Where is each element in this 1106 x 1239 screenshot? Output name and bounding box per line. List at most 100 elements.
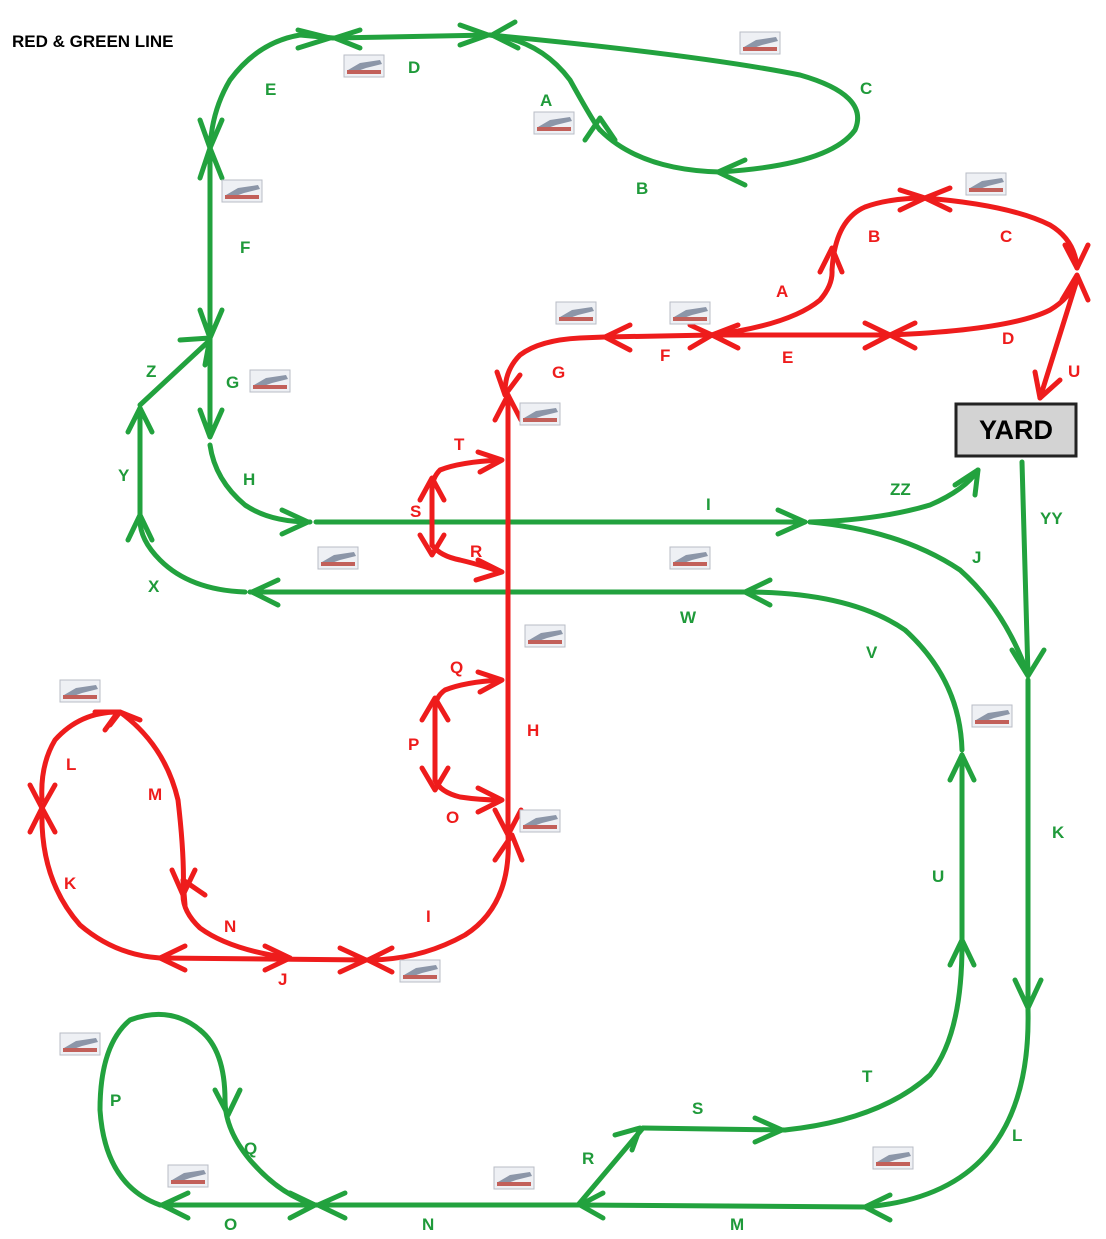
red-label-n: N	[224, 917, 236, 936]
green-segment-j	[807, 519, 1031, 678]
green-label-k: K	[1052, 823, 1065, 842]
red-label-a: A	[776, 282, 788, 301]
red-label-c: C	[1000, 227, 1012, 246]
green-segment-d	[330, 32, 493, 41]
green-segment-v	[742, 589, 965, 753]
green-label-d: D	[408, 58, 420, 77]
red-label-f: F	[660, 346, 670, 365]
station-icon	[249, 369, 291, 393]
station-icon	[524, 624, 566, 648]
green-line	[97, 32, 1031, 1210]
yard-label: YARD	[979, 415, 1053, 445]
station-icon	[555, 301, 597, 325]
red-label-t: T	[454, 435, 465, 454]
red-label-s: S	[410, 502, 421, 521]
green-label-z: Z	[146, 362, 156, 381]
green-label-f: F	[240, 238, 250, 257]
green-segment-s	[640, 1125, 788, 1133]
station-icon	[519, 809, 561, 833]
green-segment-c	[487, 32, 861, 175]
station-icon	[739, 31, 781, 55]
green-label-l: L	[1012, 1126, 1022, 1145]
green-label-yy: YY	[1040, 509, 1063, 528]
green-labels: D E A C B F Z G H Y I ZZ YY J X W V K U …	[110, 58, 1065, 1234]
red-label-e: E	[782, 348, 793, 367]
green-segment-t	[782, 942, 965, 1133]
green-label-h: H	[243, 470, 255, 489]
green-segment-e	[207, 32, 336, 151]
station-icon	[399, 959, 441, 983]
station-icon	[493, 1166, 535, 1190]
red-label-d: D	[1002, 329, 1014, 348]
station-icon	[533, 111, 575, 135]
red-label-i: I	[426, 907, 431, 926]
green-label-w: W	[680, 608, 697, 627]
green-segment-yy	[1019, 459, 1031, 678]
red-label-o: O	[446, 808, 459, 827]
red-label-r: R	[470, 542, 482, 561]
green-label-c: C	[860, 79, 872, 98]
green-label-q: Q	[244, 1139, 257, 1158]
green-label-r: R	[582, 1149, 594, 1168]
station-icon	[221, 179, 263, 203]
green-label-m: M	[730, 1215, 744, 1234]
green-segment-h	[207, 442, 313, 525]
red-segment-m	[117, 709, 186, 898]
station-icon	[343, 54, 385, 78]
red-label-m: M	[148, 785, 162, 804]
green-segment-p	[97, 1011, 203, 1208]
red-label-g: G	[552, 363, 565, 382]
green-segment-r	[575, 1125, 646, 1208]
station-icon	[519, 402, 561, 426]
station-icon	[669, 301, 711, 325]
green-label-g: G	[226, 373, 239, 392]
red-label-h: H	[527, 721, 539, 740]
green-segment-zz	[807, 467, 981, 525]
red-segment-u	[1037, 277, 1080, 401]
red-labels: B C A D F E G U T S R Q H P L M O K I N …	[64, 227, 1080, 989]
red-segment-a	[709, 267, 835, 338]
green-label-t: T	[862, 1067, 873, 1086]
green-label-x: X	[148, 577, 160, 596]
red-segment-d	[887, 277, 1080, 338]
station-icon	[872, 1146, 914, 1170]
red-segment-i	[365, 832, 511, 963]
red-segment-g	[502, 334, 608, 395]
green-label-y: Y	[118, 466, 130, 485]
green-label-v: V	[866, 643, 878, 662]
station-icon	[669, 546, 711, 570]
red-label-u: U	[1068, 362, 1080, 381]
green-arrowheads	[125, 19, 1047, 1223]
red-label-k: K	[64, 874, 77, 893]
red-segment-o	[432, 777, 503, 803]
green-segment-l	[862, 1007, 1031, 1210]
station-icon	[965, 172, 1007, 196]
station-icon	[317, 546, 359, 570]
station-icon	[59, 1032, 101, 1056]
station-icon	[971, 704, 1013, 728]
red-segment-b	[829, 195, 928, 273]
yard-box: YARD	[954, 402, 1078, 458]
green-segment-z	[137, 337, 213, 408]
red-label-p: P	[408, 735, 419, 754]
green-label-n: N	[422, 1215, 434, 1234]
green-label-b: B	[636, 179, 648, 198]
red-line	[39, 195, 1080, 963]
red-segment-j	[157, 955, 371, 963]
red-label-q: Q	[450, 658, 463, 677]
green-label-a: A	[540, 91, 552, 110]
map-title: RED & GREEN LINE	[12, 32, 174, 51]
green-label-u: U	[932, 867, 944, 886]
green-label-zz: ZZ	[890, 480, 911, 499]
green-label-p: P	[110, 1091, 121, 1110]
red-segment-f	[602, 332, 715, 340]
station-icon	[59, 679, 101, 703]
green-segment-m	[575, 1202, 868, 1210]
green-segment-b	[597, 127, 723, 175]
red-arrowheads	[27, 185, 1091, 975]
red-label-l: L	[66, 755, 76, 774]
green-label-e: E	[265, 80, 276, 99]
green-segment-q	[197, 1027, 318, 1208]
